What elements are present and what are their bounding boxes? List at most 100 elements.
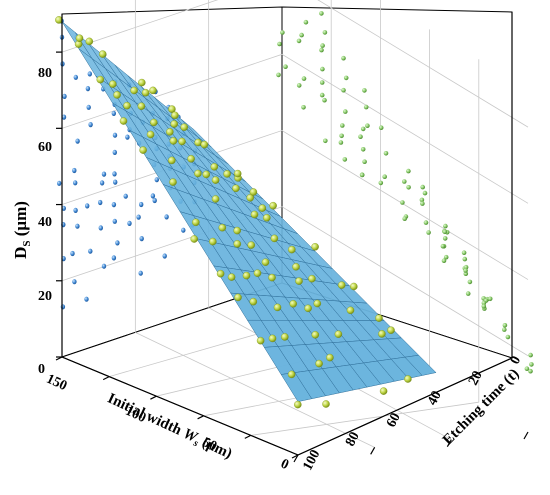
projection-point (443, 254, 449, 260)
projection-point (62, 93, 67, 99)
projection-point (276, 72, 281, 78)
projection-point (136, 214, 141, 220)
projection-point (98, 199, 103, 206)
projection-point (383, 151, 389, 156)
data-point (216, 269, 225, 278)
data-point (289, 300, 297, 308)
projection-point (343, 75, 349, 81)
data-point (404, 375, 412, 383)
z-axis-title-main: D (11, 247, 30, 259)
data-point (85, 37, 94, 46)
data-point (295, 277, 303, 285)
data-point (350, 282, 358, 291)
grid-lines (61, 0, 529, 448)
projection-point (320, 43, 325, 48)
projection-point (502, 327, 507, 332)
projection-point (322, 97, 327, 103)
projection-point (382, 174, 388, 179)
projection-point (139, 201, 144, 208)
data-point (180, 123, 188, 131)
x-tick-label: 50 (200, 435, 219, 455)
data-point (218, 223, 227, 232)
projection-point (339, 133, 344, 139)
projection-point (152, 197, 157, 204)
projection-point (111, 255, 117, 261)
projection-point (362, 88, 367, 93)
data-point (130, 86, 138, 95)
projection-point (75, 223, 80, 229)
z-tick-label: 0 (38, 362, 45, 377)
projection-point (341, 55, 346, 61)
x-gridline-floor (135, 331, 375, 448)
z-axis-title-unit: (μm) (11, 201, 30, 240)
z-tick-label: 20 (38, 289, 52, 304)
axis-frame (61, 12, 513, 456)
projection-point (465, 291, 471, 296)
projection-point (442, 229, 448, 235)
projection-point (101, 171, 107, 177)
data-point (326, 353, 334, 362)
projection-point (112, 171, 117, 177)
projection-point (343, 109, 348, 114)
x-tick-label: 0 (278, 457, 291, 474)
projection-point (419, 197, 425, 203)
data-point (192, 218, 200, 227)
projection-point (112, 218, 118, 224)
data-point (268, 273, 276, 282)
z-tick-labels: 0 20 40 60 80 (38, 66, 52, 377)
data-point (232, 184, 240, 193)
projection-point (402, 179, 407, 184)
data-point (269, 201, 277, 210)
surface-cell (404, 354, 437, 376)
data-point (304, 304, 312, 313)
data-point (234, 293, 242, 302)
projection-point (112, 149, 118, 155)
data-point (211, 195, 220, 203)
data-point (109, 80, 117, 88)
projection-point (115, 240, 120, 246)
projection-point (301, 76, 307, 81)
projection-point (85, 203, 90, 209)
projection-point (111, 202, 117, 208)
data-point (171, 111, 179, 120)
data-point (141, 88, 150, 97)
data-point (379, 387, 388, 395)
projection-point (319, 92, 325, 98)
data-point (138, 78, 146, 87)
data-point (227, 273, 236, 281)
x-axis-title-unit: (μm) (196, 433, 234, 462)
projection-point (88, 122, 93, 128)
projection-point (112, 132, 118, 138)
data-point (194, 169, 202, 178)
x-tick-label: 150 (44, 372, 69, 394)
projection-point (127, 220, 132, 226)
data-point (311, 243, 319, 251)
data-point (149, 86, 157, 95)
data-point (137, 102, 146, 110)
projection-point (443, 223, 448, 229)
y-tick (55, 356, 63, 361)
projection-point (400, 200, 405, 205)
projection-point (303, 19, 309, 25)
data-point (169, 178, 177, 186)
projection-point (481, 300, 487, 306)
projection-point (320, 66, 325, 72)
projection-point (85, 86, 91, 92)
axis-ticks (55, 51, 529, 463)
projection-point (299, 32, 304, 38)
projection-point (528, 352, 533, 358)
data-point (210, 163, 219, 171)
projection-point (99, 180, 105, 186)
y-tick-label: 0 (508, 354, 525, 367)
projection-point (301, 105, 306, 110)
data-point (294, 400, 302, 409)
fitted-surface (61, 21, 437, 402)
data-point (150, 118, 158, 127)
y-tick-label: 40 (425, 389, 445, 408)
projection-point (481, 304, 487, 309)
projection-point (98, 225, 104, 231)
projection-point (296, 38, 302, 44)
projection-point (502, 323, 508, 328)
x-tick (523, 431, 529, 440)
projection-point (406, 185, 411, 190)
